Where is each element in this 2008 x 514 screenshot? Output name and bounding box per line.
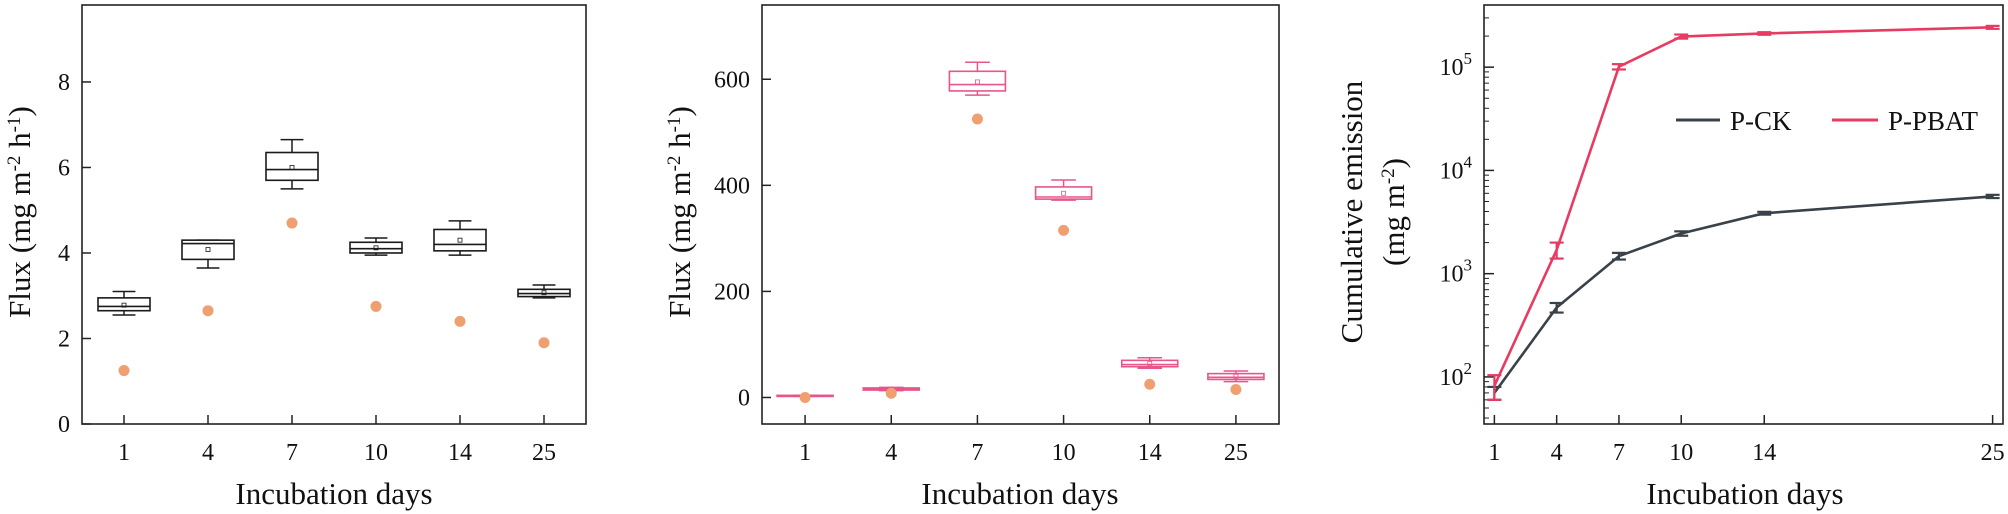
x-tick-label: 7: [1613, 440, 1625, 466]
box-mean: [289, 165, 295, 170]
outlier-point: [885, 387, 897, 399]
y-tick-label: 104: [1440, 152, 1473, 184]
box-body: [1034, 186, 1093, 200]
outlier-point: [118, 365, 130, 377]
x-axis-label: Incubation days: [235, 476, 432, 511]
y-tick-label: 105: [1440, 49, 1473, 81]
x-tick-label: 25: [1224, 440, 1248, 466]
box-body: [1120, 359, 1179, 368]
box-mean: [975, 79, 980, 85]
y-tick-label: 600: [714, 67, 750, 93]
outlier-point: [1058, 224, 1070, 236]
plot-frame: [81, 4, 587, 425]
x-tick-label: 4: [202, 440, 214, 466]
plot-frame: [1483, 4, 2004, 425]
y-tick-label: 6: [58, 155, 70, 181]
box-mean: [1061, 190, 1066, 196]
y-axis-label-line2: (mg m-2): [1376, 158, 1411, 266]
x-tick-label: 14: [1138, 440, 1162, 466]
y-tick-label: 400: [714, 173, 750, 199]
x-tick-label: 4: [885, 440, 897, 466]
outlier-point: [454, 315, 466, 327]
y-tick-label: 2: [58, 326, 70, 352]
box-mean: [1147, 361, 1153, 366]
x-tick-label: 14: [1752, 440, 1776, 466]
outlier-point: [286, 217, 298, 229]
y-axis-label: Flux (mg m-2 h-1): [2, 106, 37, 318]
outlier-point: [370, 300, 382, 312]
box-mean: [541, 290, 547, 296]
plot-frame: [761, 4, 1280, 425]
x-tick-label: 7: [286, 440, 298, 466]
box-body: [349, 241, 403, 254]
x-axis-label: Incubation days: [921, 476, 1118, 511]
legend-label-p-ck: P-CK: [1730, 106, 1792, 136]
box-body: [948, 70, 1007, 92]
series-line-p-pbat: [1493, 26, 1993, 387]
outlier-point: [971, 113, 983, 125]
x-tick-label: 1: [799, 440, 811, 466]
x-tick-label: 4: [1551, 440, 1563, 466]
outlier-point: [1144, 378, 1156, 390]
box-body: [265, 151, 319, 182]
box-mean: [205, 247, 211, 252]
y-tick-label: 4: [58, 241, 70, 267]
x-axis-label: Incubation days: [1646, 476, 1843, 511]
box-body: [97, 297, 151, 312]
x-tick-label: 7: [971, 440, 983, 466]
x-tick-label: 25: [532, 440, 556, 466]
legend: P-CK P-PBAT: [1676, 106, 1979, 136]
y-axis-label: Flux (mg m-2 h-1): [662, 106, 697, 318]
y-tick-label: 8: [58, 70, 70, 96]
x-tick-label: 1: [1488, 440, 1500, 466]
outlier-point: [1230, 384, 1242, 396]
x-tick-label: 10: [364, 440, 388, 466]
box-body: [433, 228, 487, 252]
box-mean: [1233, 373, 1239, 379]
x-tick-label: 14: [448, 440, 472, 466]
outlier-point: [799, 391, 811, 403]
box-body: [181, 239, 235, 261]
x-tick-label: 10: [1052, 440, 1076, 466]
outlier-point: [538, 337, 550, 349]
x-tick-label: 1: [118, 440, 130, 466]
y-tick-label: 0: [58, 412, 70, 438]
y-axis-label-line1: Cumulative emission: [1334, 80, 1369, 343]
x-tick-label: 10: [1669, 440, 1693, 466]
y-tick-label: 102: [1440, 359, 1473, 391]
series-line-p-ck: [1493, 195, 1993, 394]
x-tick-label: 25: [1981, 440, 2005, 466]
y-tick-label: 200: [714, 279, 750, 305]
y-tick-label: 0: [738, 385, 750, 411]
outlier-point: [202, 305, 214, 317]
legend-label-p-pbat: P-PBAT: [1888, 106, 1979, 136]
y-tick-label: 103: [1440, 256, 1473, 288]
box-mean: [373, 245, 379, 251]
box-mean: [121, 302, 127, 308]
box-mean: [457, 237, 463, 243]
